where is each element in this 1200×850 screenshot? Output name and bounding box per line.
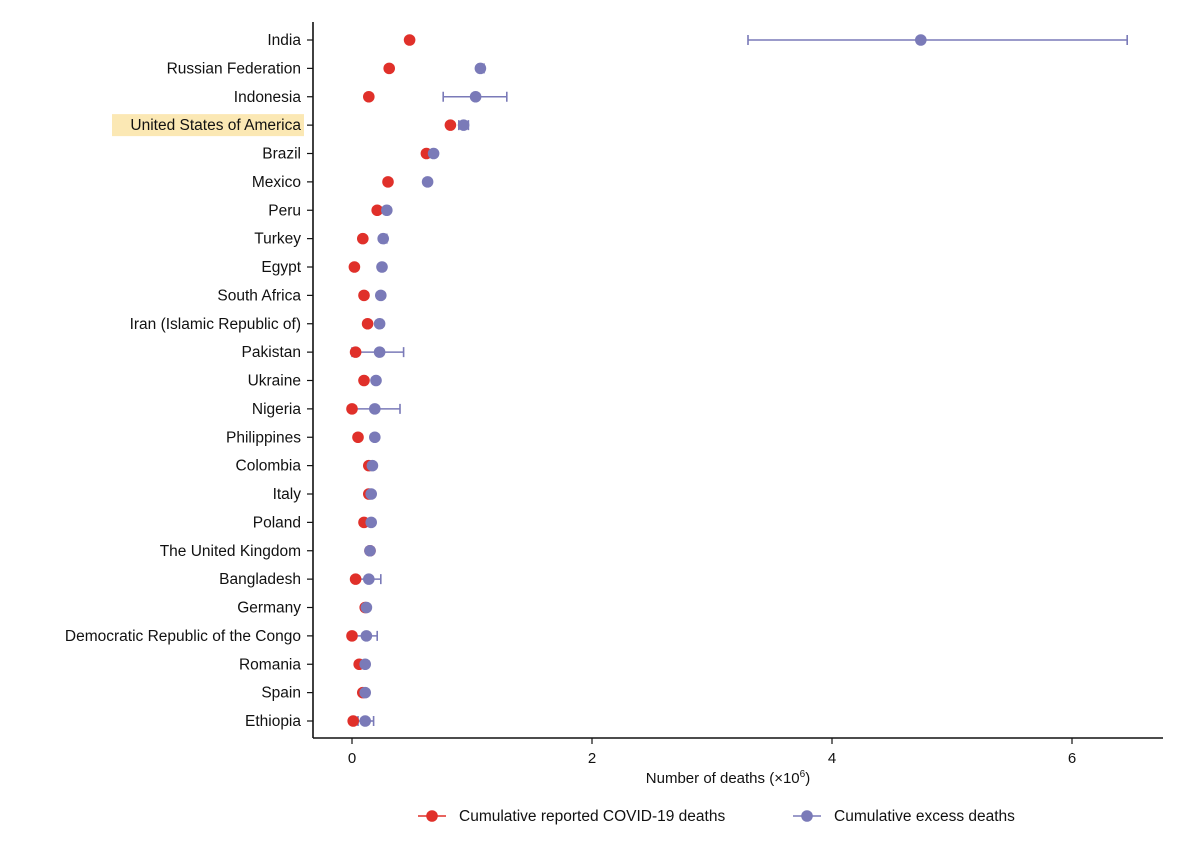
reported-deaths-point: [363, 90, 375, 103]
reported-deaths-point: [382, 176, 394, 188]
excess-deaths-point: [364, 544, 376, 557]
y-tick-label: Colombia: [236, 458, 302, 475]
legend-marker: [426, 810, 438, 822]
y-tick-label: South Africa: [217, 287, 301, 304]
x-tick-label: 6: [1068, 750, 1076, 767]
legend-label: Cumulative excess deaths: [834, 808, 1015, 825]
y-tick-label: Ukraine: [248, 373, 301, 390]
highlight-layer: [112, 114, 304, 137]
y-tick-label: India: [267, 32, 301, 49]
reported-deaths-point: [361, 317, 374, 330]
error-bar: [747, 35, 1128, 45]
excess-deaths-point: [359, 658, 372, 671]
reported-deaths-point: [347, 715, 360, 727]
y-tick-label: Russian Federation: [167, 60, 301, 77]
excess-deaths-point: [915, 34, 927, 46]
excess-deaths-point: [373, 317, 386, 330]
legend-marker: [801, 810, 813, 822]
excess-deaths-point: [421, 176, 434, 188]
x-tick-label: 2: [588, 750, 596, 767]
excess-deaths-point: [366, 459, 379, 472]
y-tick-label: Mexico: [252, 174, 301, 191]
y-tick-label: Brazil: [262, 146, 301, 163]
y-tick-label: United States of America: [130, 117, 301, 134]
y-tick-label: The United Kingdom: [160, 543, 301, 560]
excess-deaths-point: [359, 715, 372, 727]
excess-deaths-point: [359, 686, 372, 699]
excess-deaths-point: [365, 516, 378, 529]
data-points: [346, 34, 927, 727]
excess-deaths-point: [369, 403, 381, 415]
excess-deaths-point: [373, 346, 386, 358]
excess-deaths-point: [474, 62, 487, 75]
y-tick-label: Bangladesh: [219, 571, 301, 588]
y-tick-label: Philippines: [226, 429, 301, 446]
axes: 0 2 4 6: [307, 22, 1163, 767]
y-tick-label: Peru: [268, 202, 301, 219]
x-tick-label: 0: [348, 750, 356, 767]
excess-deaths-point: [427, 147, 440, 160]
y-tick-label: Democratic Republic of the Congo: [65, 628, 301, 645]
y-tick-label: Romania: [239, 656, 301, 673]
y-tick-label: Poland: [253, 514, 301, 531]
y-tick-label: Indonesia: [234, 89, 302, 106]
y-tick-label: Nigeria: [252, 401, 301, 418]
error-bars: [351, 35, 1128, 726]
excess-deaths-point: [469, 90, 482, 103]
y-tick-label: Italy: [273, 486, 302, 503]
reported-deaths-point: [358, 289, 370, 302]
excess-deaths-point: [365, 488, 378, 500]
y-tick-label: Spain: [261, 685, 301, 702]
excess-deaths-point: [375, 289, 387, 302]
excess-deaths-point: [369, 431, 381, 444]
legend: Cumulative reported COVID-19 deaths Cumul…: [418, 808, 1015, 825]
reported-deaths-point: [349, 346, 362, 358]
y-tick-label: Iran (Islamic Republic of): [130, 316, 301, 333]
legend-label: Cumulative reported COVID-19 deaths: [459, 808, 725, 825]
legend-item-reported: Cumulative reported COVID-19 deaths: [418, 808, 725, 825]
y-tick-label: Germany: [237, 600, 301, 617]
reported-deaths-point: [403, 34, 416, 46]
excess-deaths-point: [381, 204, 393, 217]
reported-deaths-point: [352, 431, 364, 444]
y-tick-label: Pakistan: [242, 344, 301, 361]
excess-deaths-point: [376, 261, 388, 273]
reported-deaths-point: [371, 204, 384, 217]
excess-deaths-point: [360, 630, 373, 642]
reported-deaths-point: [346, 630, 358, 642]
y-tick-label: Egypt: [261, 259, 301, 276]
excess-deaths-point: [363, 573, 375, 585]
y-tick-label: Turkey: [254, 231, 301, 248]
excess-deaths-point: [377, 232, 390, 245]
x-tick-label: 4: [828, 750, 836, 767]
excess-deaths-point: [457, 119, 470, 131]
reported-deaths-point: [349, 573, 362, 585]
reported-deaths-point: [383, 62, 396, 75]
reported-deaths-point: [358, 374, 370, 387]
excess-deaths-point: [370, 374, 382, 387]
reported-deaths-point: [444, 119, 457, 131]
highlight-box: [112, 114, 304, 137]
excess-deaths-point: [360, 601, 373, 614]
category-labels: India Russian Federation Indonesia United S…: [65, 32, 302, 730]
x-axis-title: Number of deaths (×106): [646, 769, 810, 787]
legend-item-excess: Cumulative excess deaths: [793, 808, 1015, 825]
reported-deaths-point: [348, 261, 361, 273]
reported-deaths-point: [346, 403, 358, 415]
y-tick-label: Ethiopia: [245, 713, 301, 730]
reported-deaths-point: [357, 232, 369, 245]
